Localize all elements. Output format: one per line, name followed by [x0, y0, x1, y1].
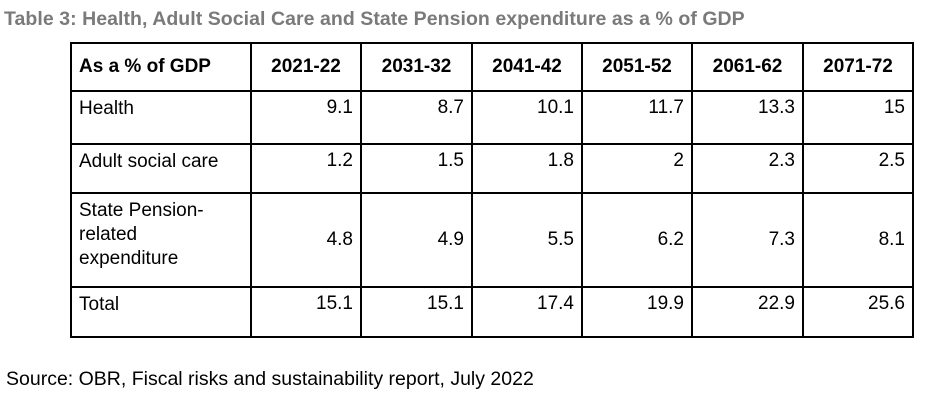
- table-cell: 2: [581, 143, 693, 194]
- table-cell: 2.3: [691, 143, 804, 194]
- table-cell: 13.3: [691, 90, 804, 145]
- row-label-line: State Pension-: [79, 200, 204, 221]
- column-header: 2051-52: [581, 42, 693, 92]
- column-header: 2061-62: [691, 42, 804, 92]
- table-header-row: As a % of GDP 2021-22 2031-32 2041-42 20…: [70, 42, 914, 92]
- expenditure-table: As a % of GDP 2021-22 2031-32 2041-42 20…: [70, 42, 914, 338]
- table-cell: 15.1: [250, 286, 362, 338]
- table-row: Health 9.1 8.7 10.1 11.7 13.3 15: [70, 90, 914, 145]
- table-cell: 10.1: [471, 90, 583, 145]
- table-cell: 5.5: [471, 192, 583, 288]
- table-cell: 22.9: [691, 286, 804, 338]
- table-cell: 19.9: [581, 286, 693, 338]
- row-label-line: expenditure: [79, 248, 179, 269]
- row-label: Health: [70, 90, 252, 145]
- row-label: Total: [70, 286, 252, 338]
- table-cell: 4.9: [360, 192, 473, 288]
- table-cell: 15: [802, 90, 914, 145]
- table-cell: 7.3: [691, 192, 804, 288]
- table-row-total: Total 15.1 15.1 17.4 19.9 22.9 25.6: [70, 286, 914, 338]
- row-label-line: related: [79, 224, 138, 245]
- row-label: State Pension- related expenditure: [70, 192, 252, 288]
- table-cell: 4.8: [250, 192, 362, 288]
- table-cell: 17.4: [471, 286, 583, 338]
- column-header: 2031-32: [360, 42, 473, 92]
- source-note: Source: OBR, Fiscal risks and sustainabi…: [6, 368, 534, 390]
- column-header: 2021-22: [250, 42, 362, 92]
- table-row: Adult social care 1.2 1.5 1.8 2 2.3 2.5: [70, 143, 914, 194]
- table-row: State Pension- related expenditure 4.8 4…: [70, 192, 914, 288]
- table-caption: Table 3: Health, Adult Social Care and S…: [4, 8, 745, 30]
- table-cell: 9.1: [250, 90, 362, 145]
- table-cell: 8.1: [802, 192, 914, 288]
- table-cell: 8.7: [360, 90, 473, 145]
- table-cell: 11.7: [581, 90, 693, 145]
- table-cell: 25.6: [802, 286, 914, 338]
- table-cell: 1.5: [360, 143, 473, 194]
- row-label: Adult social care: [70, 143, 252, 194]
- column-header: 2041-42: [471, 42, 583, 92]
- table-cell: 15.1: [360, 286, 473, 338]
- table-cell: 1.8: [471, 143, 583, 194]
- table-cell: 1.2: [250, 143, 362, 194]
- table-cell: 6.2: [581, 192, 693, 288]
- column-header: As a % of GDP: [70, 42, 252, 92]
- table-cell: 2.5: [802, 143, 914, 194]
- column-header: 2071-72: [802, 42, 914, 92]
